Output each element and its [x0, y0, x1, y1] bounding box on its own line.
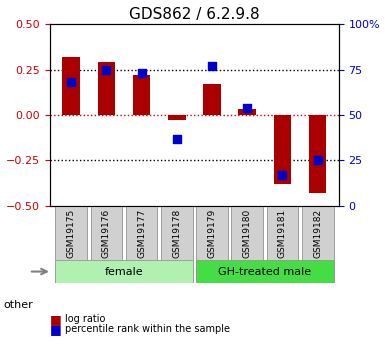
- Bar: [274, 115, 291, 184]
- Bar: [133, 75, 151, 115]
- Point: [103, 67, 109, 72]
- Text: GSM19175: GSM19175: [67, 208, 76, 258]
- FancyBboxPatch shape: [55, 206, 87, 260]
- FancyBboxPatch shape: [90, 206, 122, 260]
- Point: [315, 158, 321, 163]
- Bar: [97, 62, 115, 115]
- Point: [139, 70, 145, 76]
- FancyBboxPatch shape: [196, 260, 333, 283]
- Text: GSM19178: GSM19178: [172, 208, 181, 258]
- FancyBboxPatch shape: [231, 206, 263, 260]
- Text: other: other: [4, 300, 33, 310]
- Text: GSM19182: GSM19182: [313, 208, 322, 258]
- Text: female: female: [105, 267, 143, 277]
- Bar: [203, 84, 221, 115]
- Text: GH-treated male: GH-treated male: [218, 267, 311, 277]
- Text: GSM19179: GSM19179: [208, 208, 216, 258]
- Bar: [62, 57, 80, 115]
- Text: GSM19181: GSM19181: [278, 208, 287, 258]
- FancyBboxPatch shape: [267, 206, 298, 260]
- Text: GSM19180: GSM19180: [243, 208, 252, 258]
- Point: [174, 136, 180, 141]
- FancyBboxPatch shape: [302, 206, 333, 260]
- Bar: [168, 115, 186, 120]
- Text: ■: ■: [50, 323, 62, 336]
- Title: GDS862 / 6.2.9.8: GDS862 / 6.2.9.8: [129, 7, 260, 22]
- Text: GSM19176: GSM19176: [102, 208, 111, 258]
- FancyBboxPatch shape: [161, 206, 192, 260]
- Point: [209, 63, 215, 69]
- Point: [68, 79, 74, 85]
- FancyBboxPatch shape: [55, 260, 192, 283]
- Text: ■: ■: [50, 313, 62, 326]
- Bar: [238, 109, 256, 115]
- FancyBboxPatch shape: [196, 206, 228, 260]
- Point: [244, 105, 250, 110]
- Text: percentile rank within the sample: percentile rank within the sample: [65, 325, 231, 334]
- FancyBboxPatch shape: [126, 206, 157, 260]
- Text: GSM19177: GSM19177: [137, 208, 146, 258]
- Bar: [309, 115, 326, 193]
- Point: [280, 172, 286, 178]
- Text: log ratio: log ratio: [65, 314, 106, 324]
